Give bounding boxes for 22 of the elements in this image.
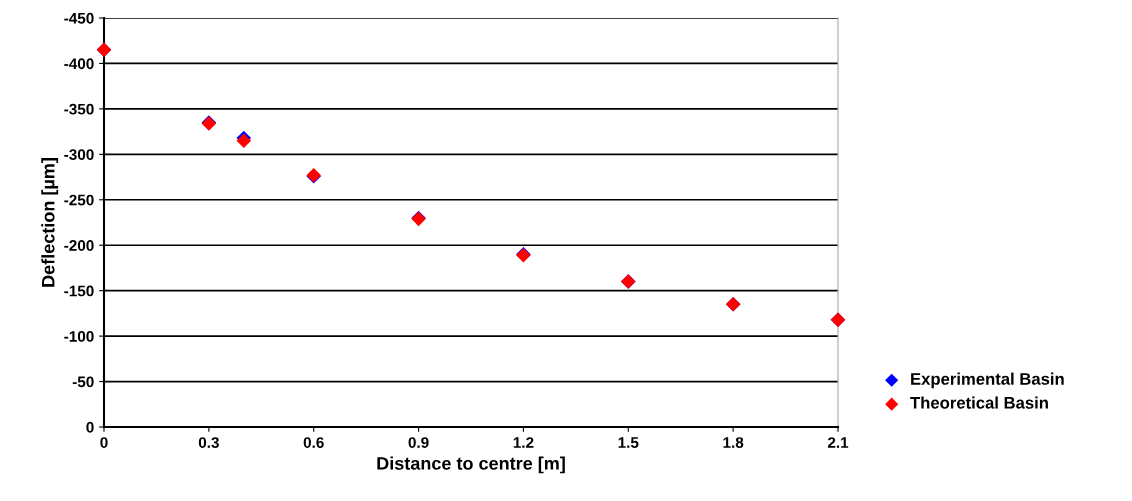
y-tick-label: -450 <box>64 12 94 24</box>
x-tick-label: 2.1 <box>827 437 849 448</box>
y-tick-label: 0 <box>86 421 94 433</box>
x-tick-label: 1.2 <box>513 437 534 448</box>
x-tick-label: 0.6 <box>303 437 324 448</box>
y-tick-label: -200 <box>64 240 94 251</box>
legend-label: Theoretical Basin <box>910 396 1048 409</box>
y-tick-label: -150 <box>64 285 94 297</box>
x-tick-label: 0 <box>100 437 108 448</box>
x-tick-label: 1.5 <box>618 437 639 448</box>
y-axis-title: Deflection [µm] <box>41 158 59 287</box>
y-tick-label: -100 <box>64 330 94 342</box>
x-axis-title: Distance to centre [m] <box>377 456 565 474</box>
x-tick-label: 0.3 <box>198 437 219 448</box>
x-tick-label: 1.8 <box>723 437 744 448</box>
y-tick-label: -300 <box>64 149 94 161</box>
y-tick-label: -400 <box>64 58 94 70</box>
x-tick-label: 0.9 <box>408 437 429 448</box>
legend-label: Experimental Basin <box>911 372 1064 389</box>
y-tick-label: -350 <box>64 103 94 115</box>
y-tick-label: -50 <box>72 376 94 388</box>
y-tick-label: -250 <box>64 194 94 206</box>
